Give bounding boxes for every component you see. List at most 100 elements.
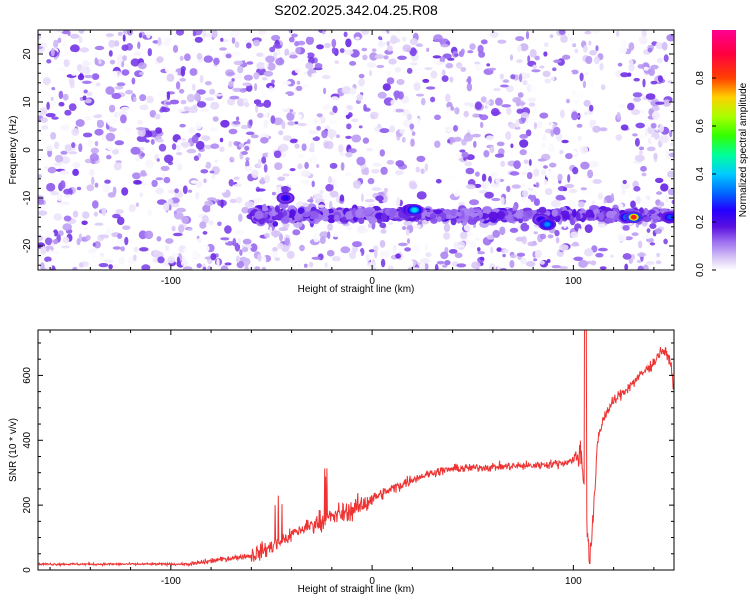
spectrogram-cell (386, 45, 393, 52)
spectrogram-cell (205, 97, 215, 101)
spectrogram-cell (402, 36, 407, 42)
spectrogram-cell (456, 62, 463, 69)
spectrogram-cell (531, 69, 541, 73)
spectrogram-cell (490, 91, 497, 98)
spectrogram-cell (89, 107, 100, 116)
spectrogram-cell (552, 67, 557, 72)
spectrogram-cell (73, 97, 78, 105)
spectrogram-cell (395, 253, 401, 259)
spectrogram-cell (644, 127, 648, 137)
band-cell (254, 210, 264, 220)
spectrogram-cell (242, 238, 252, 245)
spectrogram-cell (125, 128, 132, 134)
spectrogram-cell (338, 144, 344, 153)
spectrogram-cell (260, 137, 269, 144)
spectrogram-cell (329, 162, 338, 169)
spectrogram-cell (572, 150, 578, 156)
spectrogram-cell (525, 261, 536, 267)
spectrogram-cell (585, 191, 594, 196)
spectrogram-cell (144, 230, 154, 240)
spectrogram-cell (45, 261, 53, 270)
band-cell (381, 213, 388, 223)
spectrogram-cell (311, 256, 322, 260)
spectrogram-cell (533, 258, 538, 262)
spectrogram-cell (515, 119, 520, 128)
spectrogram-cell (395, 160, 405, 167)
spectrogram-cell (442, 264, 448, 268)
spectrogram-cell (505, 85, 514, 93)
spectrogram-cell (154, 113, 161, 120)
spectrogram-cell (558, 244, 569, 251)
band-cell (463, 208, 470, 216)
spectrogram-cell (500, 106, 505, 111)
spectrogram-cell (60, 150, 68, 155)
spectrogram-cell (192, 31, 197, 37)
spectrogram-cell (174, 191, 183, 199)
spectrogram-cell (517, 101, 526, 106)
spectrogram-cell (79, 47, 90, 53)
spectrogram-cell (489, 186, 493, 191)
spectrogram-cell (480, 39, 488, 45)
snr-background (38, 330, 674, 570)
spectrogram-cell (466, 82, 473, 92)
spectrogram-cell (490, 183, 501, 188)
spectrogram-cell (312, 45, 317, 52)
spectrogram-cell (176, 144, 181, 152)
spectrogram-cell (583, 111, 588, 116)
spectrogram-cell (282, 173, 290, 177)
colorbar-gradient (712, 30, 736, 270)
spectrogram-cell (639, 150, 643, 155)
spectrogram-cell (189, 68, 198, 76)
spectrogram-cell (62, 236, 70, 244)
spectrogram-cell (210, 204, 217, 213)
spectrogram-cell (138, 62, 147, 70)
spectrogram-cell (339, 48, 345, 54)
spectrogram-cell (273, 117, 284, 126)
spectrogram-cell (199, 74, 204, 84)
spectrogram-cell (571, 111, 579, 121)
spectrogram-cell (591, 200, 596, 207)
spectrogram-cell (245, 131, 255, 136)
spectrogram-cell (120, 114, 127, 124)
spectrogram-cell (585, 55, 593, 65)
hotspot (630, 214, 637, 220)
spectrogram-cell (294, 114, 303, 119)
spectrogram-cell (156, 56, 164, 63)
spectrogram-cell (502, 248, 510, 253)
spectrogram-cell (620, 124, 629, 131)
spectrogram-cell (647, 47, 653, 53)
spectrogram-cell (63, 215, 72, 222)
y-tick-label: 10 (22, 96, 33, 108)
chart-title: S202.2025.342.04.25.R08 (274, 2, 438, 18)
spectrogram-cell (617, 62, 623, 67)
spectrogram-cell (557, 173, 563, 182)
spectrogram-cell (122, 55, 127, 61)
spectrogram-cell (223, 222, 227, 226)
spectrogram-cell (649, 242, 656, 246)
spectrogram-cell (490, 246, 494, 254)
spectrogram-cell (108, 264, 113, 270)
spectrogram-cell (278, 130, 284, 136)
spectrogram-cell (117, 31, 123, 36)
spectrogram-cell (274, 162, 283, 171)
spectrogram-cell (650, 80, 658, 85)
spectrogram-cell (297, 163, 303, 170)
spectrogram-cell (138, 32, 143, 39)
spectrogram-cell (386, 70, 391, 76)
spectrogram-cell (349, 87, 357, 95)
spectrogram-cell (529, 49, 537, 58)
spectrogram-cell (165, 101, 173, 105)
spectrogram-cell (71, 142, 76, 149)
spectrogram-cell (109, 59, 116, 65)
spectrogram-cell (570, 231, 579, 238)
spectrogram-cell (331, 38, 337, 48)
spectrogram-cell (534, 96, 541, 105)
spectrogram-cell (363, 104, 367, 112)
spectrogram-cell (112, 264, 119, 269)
spectrogram-cell (501, 104, 512, 108)
spectrogram-cell (426, 47, 430, 52)
spectrogram-cell (40, 262, 45, 270)
spectrogram-cell (582, 193, 588, 200)
spectrogram-cell (373, 245, 379, 252)
spectrogram-cell (484, 100, 491, 105)
